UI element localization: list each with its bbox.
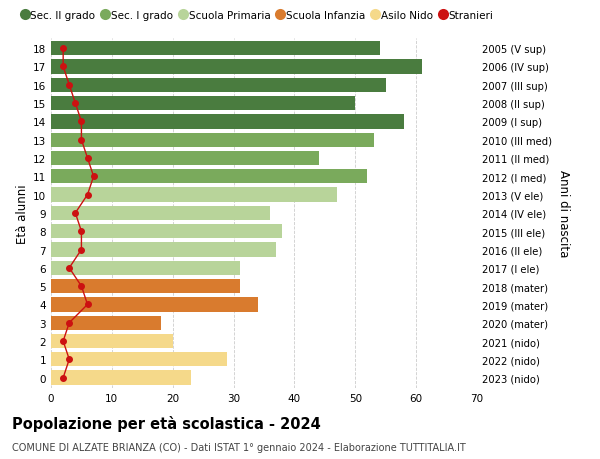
Bar <box>51 280 239 294</box>
Bar <box>51 261 239 275</box>
Bar <box>51 188 337 202</box>
Bar <box>51 353 227 367</box>
Bar <box>51 371 191 385</box>
Bar <box>51 316 161 330</box>
Bar <box>51 60 422 74</box>
Bar <box>51 206 270 221</box>
Text: Popolazione per età scolastica - 2024: Popolazione per età scolastica - 2024 <box>12 415 321 431</box>
Bar <box>51 151 319 166</box>
Bar <box>51 170 367 184</box>
Bar <box>51 78 386 93</box>
Bar <box>51 42 380 56</box>
Bar <box>51 243 276 257</box>
Bar <box>51 297 258 312</box>
Legend: Sec. II grado, Sec. I grado, Scuola Primaria, Scuola Infanzia, Asilo Nido, Stran: Sec. II grado, Sec. I grado, Scuola Prim… <box>22 11 493 21</box>
Text: COMUNE DI ALZATE BRIANZA (CO) - Dati ISTAT 1° gennaio 2024 - Elaborazione TUTTIT: COMUNE DI ALZATE BRIANZA (CO) - Dati IST… <box>12 442 466 452</box>
Y-axis label: Anni di nascita: Anni di nascita <box>557 170 571 257</box>
Y-axis label: Età alunni: Età alunni <box>16 184 29 243</box>
Bar <box>51 133 374 147</box>
Bar <box>51 97 355 111</box>
Bar <box>51 224 282 239</box>
Bar <box>51 115 404 129</box>
Bar <box>51 334 173 348</box>
